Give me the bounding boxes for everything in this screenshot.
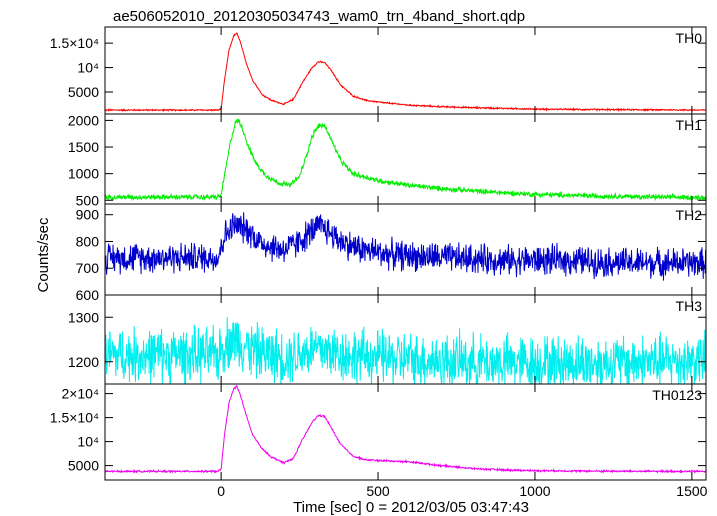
y-tick-label-th0123: 2×10⁴: [61, 386, 99, 402]
chart-title: ae506052010_20120305034743_wam0_trn_4ban…: [113, 8, 525, 25]
panel-frame-th0123: [104, 383, 707, 481]
panel-th0: 5000 10⁴ 1.5×10⁴ TH0: [50, 26, 707, 115]
x-tick-label: 500: [366, 483, 390, 499]
x-tick-label: 0: [217, 483, 225, 499]
panel-label-th1: TH1: [676, 117, 703, 133]
series-line-th0123: [105, 384, 706, 474]
y-tick-label-th1: 1500: [68, 139, 99, 155]
y-tick-label-th0123: 5000: [68, 458, 99, 474]
panel-th3: 1200 1300 TH3: [68, 294, 707, 385]
panel-label-th3: TH3: [676, 298, 703, 314]
x-tick-label: 1000: [519, 483, 550, 499]
y-tick-label-th2: 800: [76, 233, 100, 249]
y-tick-label-th3: 1200: [68, 354, 99, 370]
series-line-th0: [105, 32, 706, 113]
y-tick-label-th1: 500: [76, 192, 100, 208]
x-axis-label: Time [sec] 0 = 2012/03/05 03:47:43: [293, 499, 529, 516]
panel-th1: 500 1000 1500 2000 TH1: [68, 112, 707, 208]
y-tick-label-th1: 1000: [68, 166, 99, 182]
y-tick-label-th0123: 10⁴: [77, 434, 99, 450]
panel-th2: 600 700 800 900 TH2: [76, 203, 707, 303]
series-line-th3: [105, 316, 706, 384]
y-tick-label-th1: 2000: [68, 112, 99, 128]
y-tick-label-th0123: 1.5×10⁴: [50, 410, 99, 426]
panel-label-th2: TH2: [676, 207, 703, 223]
panel-frame-th1: [104, 113, 707, 205]
panel-th0123: 5000 10⁴ 1.5×10⁴ 2×10⁴ TH0123: [50, 383, 707, 481]
y-tick-label-th0: 5000: [68, 84, 99, 100]
series-line-th1: [105, 118, 706, 202]
y-tick-label-th0: 10⁴: [77, 60, 99, 76]
y-tick-label-th2: 600: [76, 287, 100, 303]
panel-label-th0123: TH0123: [652, 387, 702, 403]
y-tick-label-th3: 1300: [68, 309, 99, 325]
y-tick-label-th0: 1.5×10⁴: [50, 35, 99, 51]
panel-label-th0: TH0: [676, 30, 703, 46]
panel-frame-th0: [104, 26, 707, 115]
series-line-th2: [105, 212, 706, 281]
y-tick-label-th2: 700: [76, 260, 100, 276]
y-axis-label: Counts/sec: [35, 217, 52, 293]
y-tick-label-th2: 900: [76, 207, 100, 223]
x-tick-label: 1500: [676, 483, 707, 499]
